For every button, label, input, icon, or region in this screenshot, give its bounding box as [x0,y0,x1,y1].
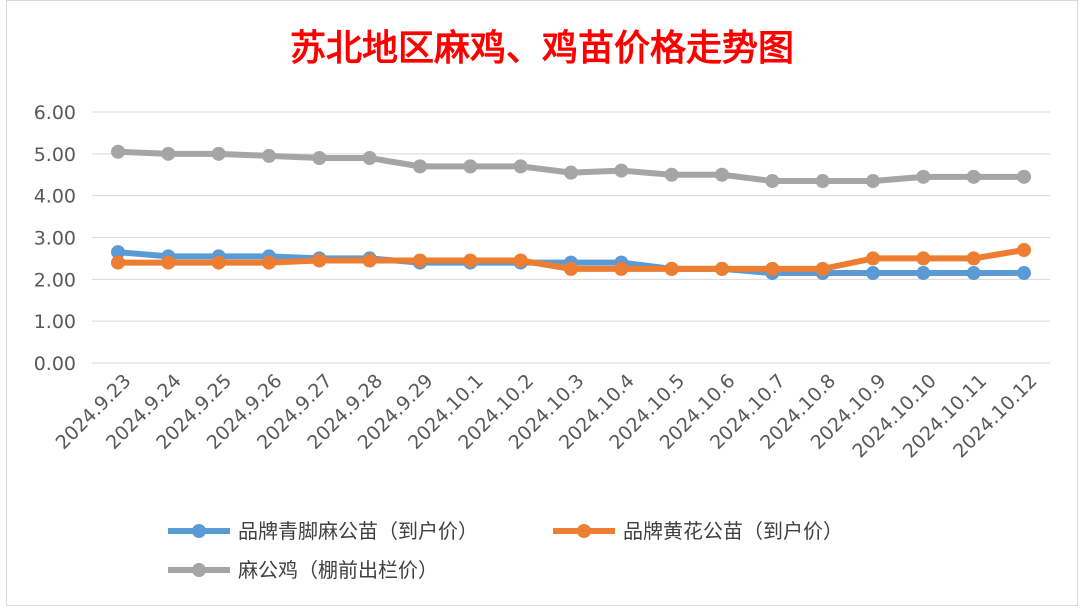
x-axis-ticks: 2024.9.232024.9.242024.9.252024.9.262024… [52,370,1042,462]
data-point [916,266,931,281]
data-point [664,167,679,182]
y-tick-label: 0.00 [34,353,76,375]
legend-label: 品牌青脚麻公苗（到户价） [238,519,478,543]
data-point [815,174,830,189]
data-point [513,159,528,174]
y-tick-label: 3.00 [34,228,76,250]
data-point [211,146,226,161]
data-point [262,255,276,270]
data-point [111,144,125,159]
y-tick-label: 4.00 [34,186,76,208]
legend-marker [192,563,206,577]
y-tick-label: 6.00 [34,102,76,124]
gridlines [92,111,1050,364]
data-point [765,261,780,276]
chart-title: 苏北地区麻鸡、鸡苗价格走势图 [290,28,794,69]
data-point [664,261,679,276]
data-point [513,253,528,268]
legend-item: 品牌黄花公苗（到户价） [553,519,843,543]
legend-label: 品牌黄花公苗（到户价） [623,519,843,543]
data-point [262,148,276,163]
series-2 [111,243,1031,276]
legend-label: 麻公鸡（棚前出栏价） [238,558,438,582]
data-point [211,255,226,270]
data-point [111,245,125,260]
legend-item: 品牌青脚麻公苗（到户价） [168,519,478,543]
series-lines [111,144,1031,281]
chart-frame [6,0,1078,606]
data-point [1017,169,1031,184]
data-point [966,266,981,281]
data-point [866,266,880,281]
data-point [312,253,327,268]
data-point [1017,243,1031,258]
data-point [715,261,729,276]
data-point [564,165,578,180]
y-axis-ticks: 0.00 1.00 2.00 3.00 4.00 5.00 6.00 [34,102,76,375]
data-point [413,253,427,268]
data-point [614,163,629,178]
y-tick-label: 2.00 [34,269,76,291]
data-point [815,261,830,276]
data-point [413,159,427,174]
legend-marker [192,524,206,538]
data-point [111,255,125,270]
legend-marker [577,524,591,538]
data-point [564,261,578,276]
data-point [362,151,377,166]
data-point [866,251,880,266]
data-point [463,159,478,174]
legend-item: 麻公鸡（棚前出栏价） [168,558,438,582]
data-point [614,261,629,276]
data-point [765,174,780,189]
data-point [161,255,176,270]
data-point [1017,266,1031,281]
y-tick-label: 5.00 [34,144,76,166]
data-point [362,253,377,268]
data-point [916,169,931,184]
data-point [966,169,981,184]
data-point [866,174,880,189]
data-point [312,151,327,166]
y-tick-label: 1.00 [34,311,76,333]
data-point [916,251,931,266]
data-point [161,146,176,161]
series-3 [111,144,1031,189]
data-point [966,251,981,266]
legend: 品牌青脚麻公苗（到户价） 品牌黄花公苗（到户价） 麻公鸡（棚前出栏价） [168,519,843,582]
data-point [463,253,478,268]
data-point [715,167,729,182]
